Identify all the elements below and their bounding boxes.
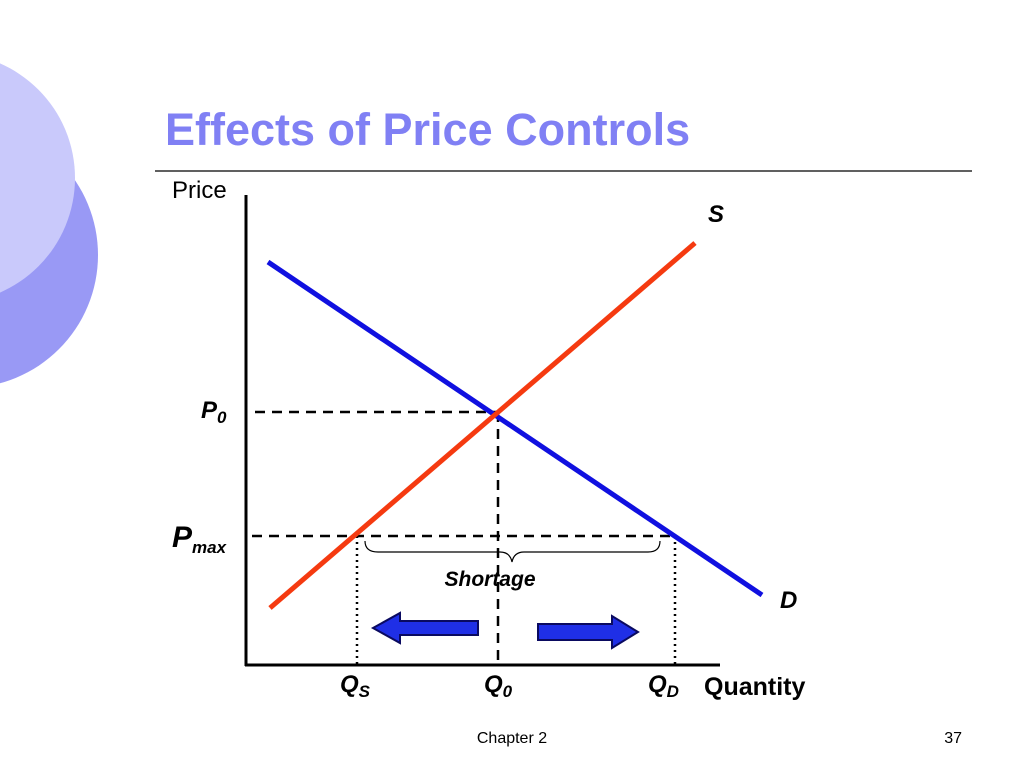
supply-curve: [268, 241, 697, 610]
label-sub: S: [359, 682, 371, 701]
label-sub: 0: [217, 408, 227, 427]
right-arrow: [537, 614, 640, 650]
q0-label: Q0: [484, 671, 513, 701]
dotted-guides: [355, 536, 677, 665]
label-main: Q: [340, 671, 359, 698]
shortage-brace: [364, 540, 661, 563]
page-number: 37: [944, 730, 962, 747]
decor-circle: [0, 63, 75, 293]
left-arrow: [370, 611, 479, 645]
shortage-label: Shortage: [444, 568, 535, 591]
supply-label: S: [708, 201, 724, 228]
label-main: Q: [648, 671, 667, 698]
x-axis-label: Quantity: [704, 673, 805, 701]
label-sub: 0: [503, 682, 513, 701]
qs-label: QS: [340, 671, 371, 701]
y-axis-label: Price: [172, 177, 227, 204]
label-main: P: [172, 521, 193, 554]
qd-label: QD: [648, 671, 679, 701]
demand-label: D: [780, 587, 797, 614]
label-sub: D: [667, 682, 679, 701]
label-sub: max: [192, 538, 228, 557]
pmax-label: Pmax: [172, 521, 228, 557]
label-main: Q: [484, 671, 503, 698]
footer-chapter: Chapter 2: [477, 730, 547, 747]
label-main: P: [201, 397, 218, 424]
slide-title: Effects of Price Controls: [165, 104, 690, 155]
demand-curve: [266, 259, 764, 598]
dashed-guides: [252, 410, 675, 665]
p0-label: P0: [201, 397, 227, 427]
